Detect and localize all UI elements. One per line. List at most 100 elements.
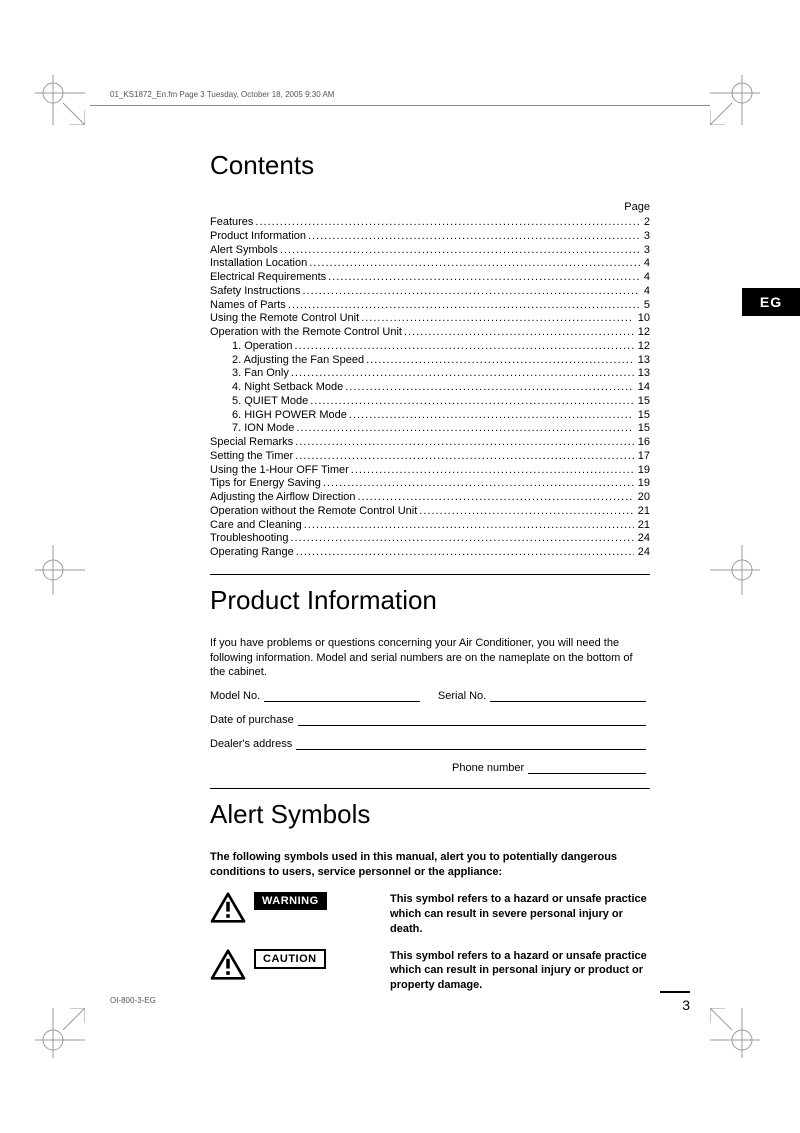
- toc-leader-dots: [301, 285, 640, 299]
- toc-page-number: 2: [640, 216, 650, 230]
- toc-page-number: 14: [634, 381, 650, 395]
- toc-page-number: 13: [634, 367, 650, 381]
- toc-label: 4. Night Setback Mode: [232, 381, 343, 395]
- toc-page-number: 5: [640, 299, 650, 313]
- toc-label: Using the 1-Hour OFF Timer: [210, 464, 349, 478]
- toc-leader-dots: [294, 546, 634, 560]
- toc-label: Installation Location: [210, 257, 307, 271]
- date-of-purchase-field[interactable]: [298, 714, 646, 726]
- toc-page-number: 17: [634, 450, 650, 464]
- crop-mark-icon: [35, 545, 85, 595]
- crop-mark-icon: [35, 75, 85, 125]
- caution-badge: CAUTION: [254, 949, 326, 969]
- toc-label: Special Remarks: [210, 436, 293, 450]
- toc-page-number: 15: [634, 395, 650, 409]
- toc-leader-dots: [253, 216, 639, 230]
- toc-label: Care and Cleaning: [210, 519, 302, 533]
- toc-row: Setting the Timer 17: [210, 450, 650, 464]
- toc-row: 2. Adjusting the Fan Speed13: [210, 354, 650, 368]
- toc-leader-dots: [278, 244, 640, 258]
- toc-leader-dots: [293, 436, 634, 450]
- toc-page-number: 3: [640, 230, 650, 244]
- toc-row: Using the Remote Control Unit10: [210, 312, 650, 326]
- toc-row: Product Information 3: [210, 230, 650, 244]
- serial-no-label: Serial No.: [438, 690, 486, 702]
- toc-label: Electrical Requirements: [210, 271, 326, 285]
- dealers-address-field[interactable]: [296, 738, 646, 750]
- toc-page-number: 12: [634, 326, 650, 340]
- date-of-purchase-label: Date of purchase: [210, 714, 294, 726]
- toc-row: Care and Cleaning 21: [210, 519, 650, 533]
- toc-leader-dots: [356, 491, 634, 505]
- toc-label: Troubleshooting: [210, 532, 288, 546]
- toc-row: 4. Night Setback Mode 14: [210, 381, 650, 395]
- toc-label: 5. QUIET Mode: [232, 395, 308, 409]
- toc-page-number: 19: [634, 477, 650, 491]
- toc-leader-dots: [347, 409, 634, 423]
- toc-row: Names of Parts 5: [210, 299, 650, 313]
- toc-row: Alert Symbols3: [210, 244, 650, 258]
- toc-page-number: 13: [634, 354, 650, 368]
- warning-text: This symbol refers to a hazard or unsafe…: [390, 892, 650, 937]
- serial-no-field[interactable]: [490, 690, 646, 702]
- toc-page-number: 24: [634, 546, 650, 560]
- toc-leader-dots: [293, 340, 634, 354]
- toc-leader-dots: [321, 477, 634, 491]
- toc-page-number: 12: [634, 340, 650, 354]
- toc-row: 3. Fan Only 13: [210, 367, 650, 381]
- toc-page-number: 4: [640, 257, 650, 271]
- page-content: Contents Page Features2Product Informati…: [210, 150, 650, 1005]
- toc-leader-dots: [343, 381, 633, 395]
- toc-page-number: 19: [634, 464, 650, 478]
- footer-doc-id: OI-800-3-EG: [110, 996, 156, 1005]
- toc-row: Installation Location 4: [210, 257, 650, 271]
- toc-label: Product Information: [210, 230, 306, 244]
- toc-label: 3. Fan Only: [232, 367, 289, 381]
- toc-leader-dots: [302, 519, 634, 533]
- toc-row: 6. HIGH POWER Mode15: [210, 409, 650, 423]
- contents-heading: Contents: [210, 150, 650, 181]
- crop-mark-icon: [710, 545, 760, 595]
- product-info-heading: Product Information: [210, 585, 650, 616]
- footer-page-number: 3: [660, 991, 690, 1013]
- toc-row: Operation with the Remote Control Unit 12: [210, 326, 650, 340]
- toc-leader-dots: [359, 312, 634, 326]
- toc-leader-dots: [308, 395, 634, 409]
- header-file-info: 01_KS1872_En.fm Page 3 Tuesday, October …: [110, 90, 334, 99]
- toc-page-number: 15: [634, 422, 650, 436]
- toc-page-number: 21: [634, 519, 650, 533]
- model-no-field[interactable]: [264, 690, 420, 702]
- phone-number-label: Phone number: [452, 762, 524, 774]
- toc-row: Using the 1-Hour OFF Timer 19: [210, 464, 650, 478]
- toc-row: 1. Operation 12: [210, 340, 650, 354]
- toc-leader-dots: [402, 326, 634, 340]
- form-row-model-serial: Model No. Serial No.: [210, 690, 650, 702]
- toc-page-number: 3: [640, 244, 650, 258]
- toc-label: Operating Range: [210, 546, 294, 560]
- caution-text: This symbol refers to a hazard or unsafe…: [390, 949, 650, 994]
- toc-leader-dots: [307, 257, 640, 271]
- crop-mark-icon: [710, 1008, 760, 1058]
- toc-row: Troubleshooting 24: [210, 532, 650, 546]
- toc-label: 1. Operation: [232, 340, 293, 354]
- dealers-address-label: Dealer's address: [210, 738, 292, 750]
- toc-label: Adjusting the Airflow Direction: [210, 491, 356, 505]
- toc-leader-dots: [306, 230, 640, 244]
- toc-page-number: 20: [634, 491, 650, 505]
- form-row-date: Date of purchase: [210, 714, 650, 726]
- phone-number-field[interactable]: [528, 762, 646, 774]
- toc-page-number: 24: [634, 532, 650, 546]
- toc-leader-dots: [286, 299, 640, 313]
- toc-label: Names of Parts: [210, 299, 286, 313]
- crop-mark-icon: [710, 75, 760, 125]
- toc-label: Using the Remote Control Unit: [210, 312, 359, 326]
- toc-label: Setting the Timer: [210, 450, 293, 464]
- toc-label: Operation with the Remote Control Unit: [210, 326, 402, 340]
- toc-page-column-header: Page: [210, 201, 650, 213]
- toc-leader-dots: [417, 505, 633, 519]
- crop-mark-icon: [35, 1008, 85, 1058]
- toc-page-number: 4: [640, 271, 650, 285]
- toc-row: Electrical Requirements 4: [210, 271, 650, 285]
- alert-symbols-heading: Alert Symbols: [210, 799, 650, 830]
- model-no-label: Model No.: [210, 690, 260, 702]
